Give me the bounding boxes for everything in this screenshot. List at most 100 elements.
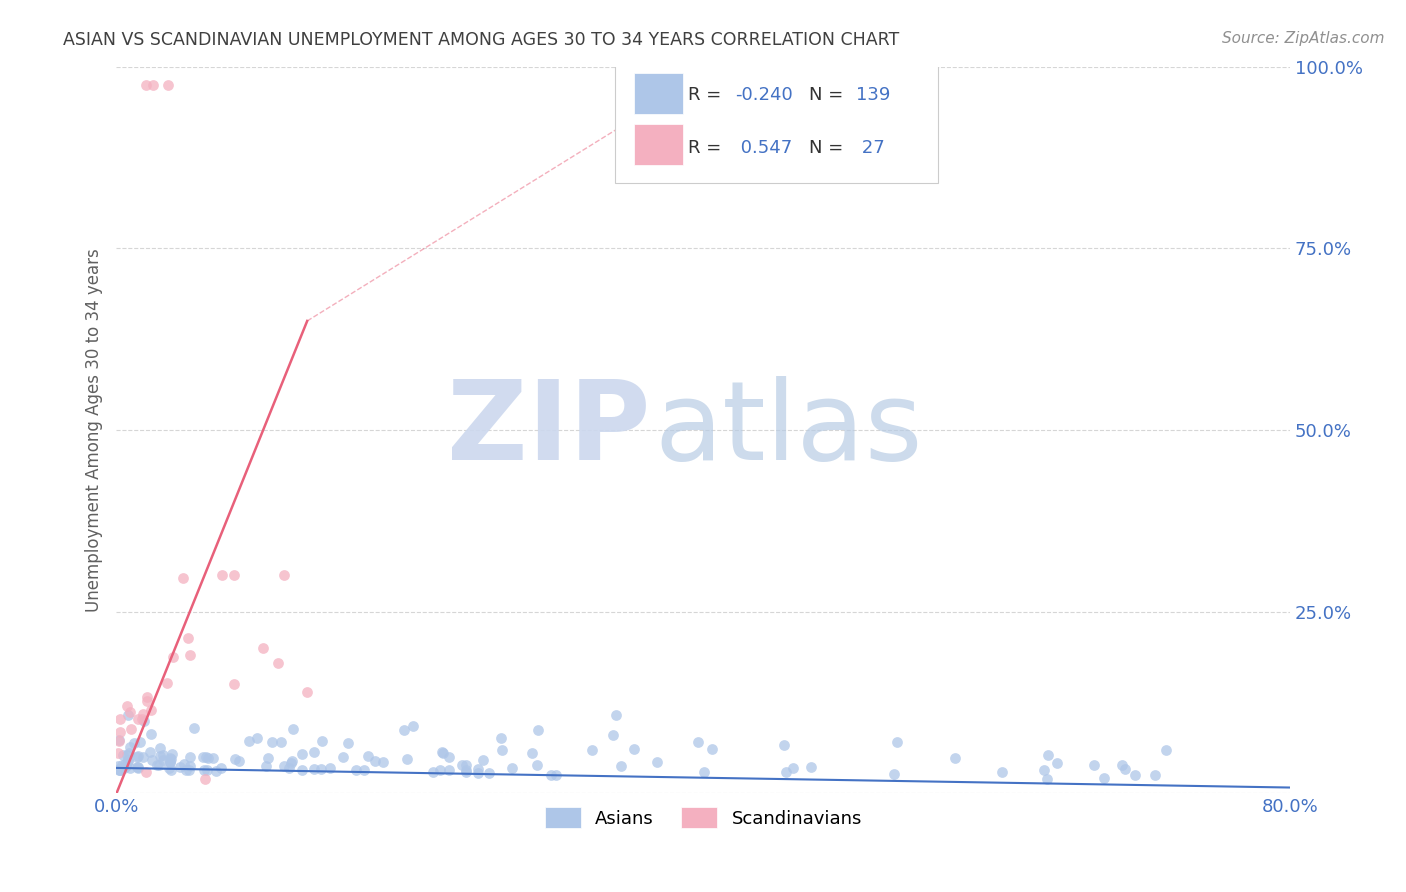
Point bbox=[107, 759, 129, 773]
Point bbox=[127, 712, 149, 726]
Point bbox=[467, 765, 489, 780]
Point bbox=[238, 734, 260, 748]
Point bbox=[179, 758, 201, 772]
Point bbox=[273, 568, 295, 582]
Point bbox=[527, 723, 550, 738]
Point bbox=[122, 736, 145, 750]
Point bbox=[107, 746, 129, 760]
Point bbox=[117, 753, 139, 767]
Point bbox=[304, 762, 326, 776]
Text: N =: N = bbox=[808, 87, 849, 104]
FancyBboxPatch shape bbox=[616, 63, 938, 183]
Point bbox=[702, 742, 724, 756]
Point bbox=[193, 772, 215, 786]
Point bbox=[177, 631, 200, 645]
Point bbox=[610, 759, 633, 773]
Point bbox=[291, 747, 314, 761]
Point bbox=[602, 728, 624, 742]
Point bbox=[396, 752, 419, 766]
Point bbox=[157, 761, 180, 775]
Point bbox=[353, 764, 375, 778]
Point bbox=[149, 749, 172, 764]
Point bbox=[145, 758, 167, 772]
Point bbox=[120, 722, 142, 736]
Point bbox=[118, 747, 141, 761]
Point bbox=[467, 763, 489, 777]
Point bbox=[132, 706, 155, 721]
Point bbox=[1032, 763, 1054, 777]
FancyBboxPatch shape bbox=[634, 124, 683, 165]
Point bbox=[125, 760, 148, 774]
Point bbox=[278, 761, 301, 775]
Point bbox=[135, 764, 157, 779]
Point bbox=[115, 699, 138, 714]
Point bbox=[456, 764, 478, 779]
Point bbox=[209, 761, 232, 775]
Point bbox=[605, 708, 627, 723]
Point bbox=[1036, 772, 1059, 786]
Point bbox=[117, 748, 139, 763]
Point bbox=[111, 747, 134, 762]
Text: N =: N = bbox=[808, 139, 849, 157]
Point bbox=[1092, 772, 1115, 786]
Point bbox=[883, 766, 905, 780]
Point bbox=[108, 734, 131, 748]
Point bbox=[139, 702, 162, 716]
Point bbox=[107, 762, 129, 776]
Point bbox=[114, 757, 136, 772]
Point bbox=[581, 743, 603, 757]
Point bbox=[111, 757, 134, 772]
Point bbox=[128, 735, 150, 749]
Point bbox=[131, 712, 153, 726]
Text: Source: ZipAtlas.com: Source: ZipAtlas.com bbox=[1222, 31, 1385, 46]
Point bbox=[110, 763, 132, 777]
Point bbox=[280, 754, 302, 768]
Text: ZIP: ZIP bbox=[447, 376, 651, 483]
Point bbox=[990, 765, 1012, 780]
Point bbox=[160, 752, 183, 766]
Point bbox=[439, 763, 461, 777]
Point bbox=[117, 755, 139, 769]
Point bbox=[179, 749, 201, 764]
Point bbox=[291, 763, 314, 777]
Point bbox=[177, 763, 200, 777]
Point bbox=[195, 750, 218, 764]
Text: atlas: atlas bbox=[654, 376, 922, 483]
Point bbox=[108, 712, 131, 726]
Point bbox=[402, 719, 425, 733]
Point bbox=[489, 731, 512, 746]
Point bbox=[364, 754, 387, 768]
Point bbox=[544, 767, 567, 781]
Point bbox=[1111, 758, 1133, 772]
Point bbox=[491, 742, 513, 756]
Point bbox=[195, 763, 218, 777]
Point bbox=[257, 751, 280, 765]
Point bbox=[371, 755, 394, 769]
Point bbox=[222, 677, 245, 691]
Point bbox=[280, 756, 302, 770]
Point bbox=[332, 749, 354, 764]
Point bbox=[356, 749, 378, 764]
Point bbox=[117, 707, 139, 722]
Point bbox=[1083, 758, 1105, 772]
Point bbox=[127, 749, 149, 764]
Point bbox=[152, 748, 174, 763]
Point bbox=[159, 755, 181, 769]
Point bbox=[304, 746, 326, 760]
Point bbox=[394, 723, 416, 737]
Text: -0.240: -0.240 bbox=[735, 87, 793, 104]
Point bbox=[142, 78, 165, 92]
Point bbox=[169, 760, 191, 774]
Point bbox=[1123, 768, 1146, 782]
Point bbox=[228, 754, 250, 768]
Point bbox=[132, 750, 155, 764]
Point bbox=[501, 761, 523, 775]
Point bbox=[782, 761, 804, 775]
Point bbox=[108, 733, 131, 747]
Point bbox=[159, 764, 181, 778]
Point bbox=[430, 745, 453, 759]
Point bbox=[183, 721, 205, 735]
Point bbox=[1143, 768, 1166, 782]
Point bbox=[540, 768, 562, 782]
Point bbox=[155, 676, 177, 690]
